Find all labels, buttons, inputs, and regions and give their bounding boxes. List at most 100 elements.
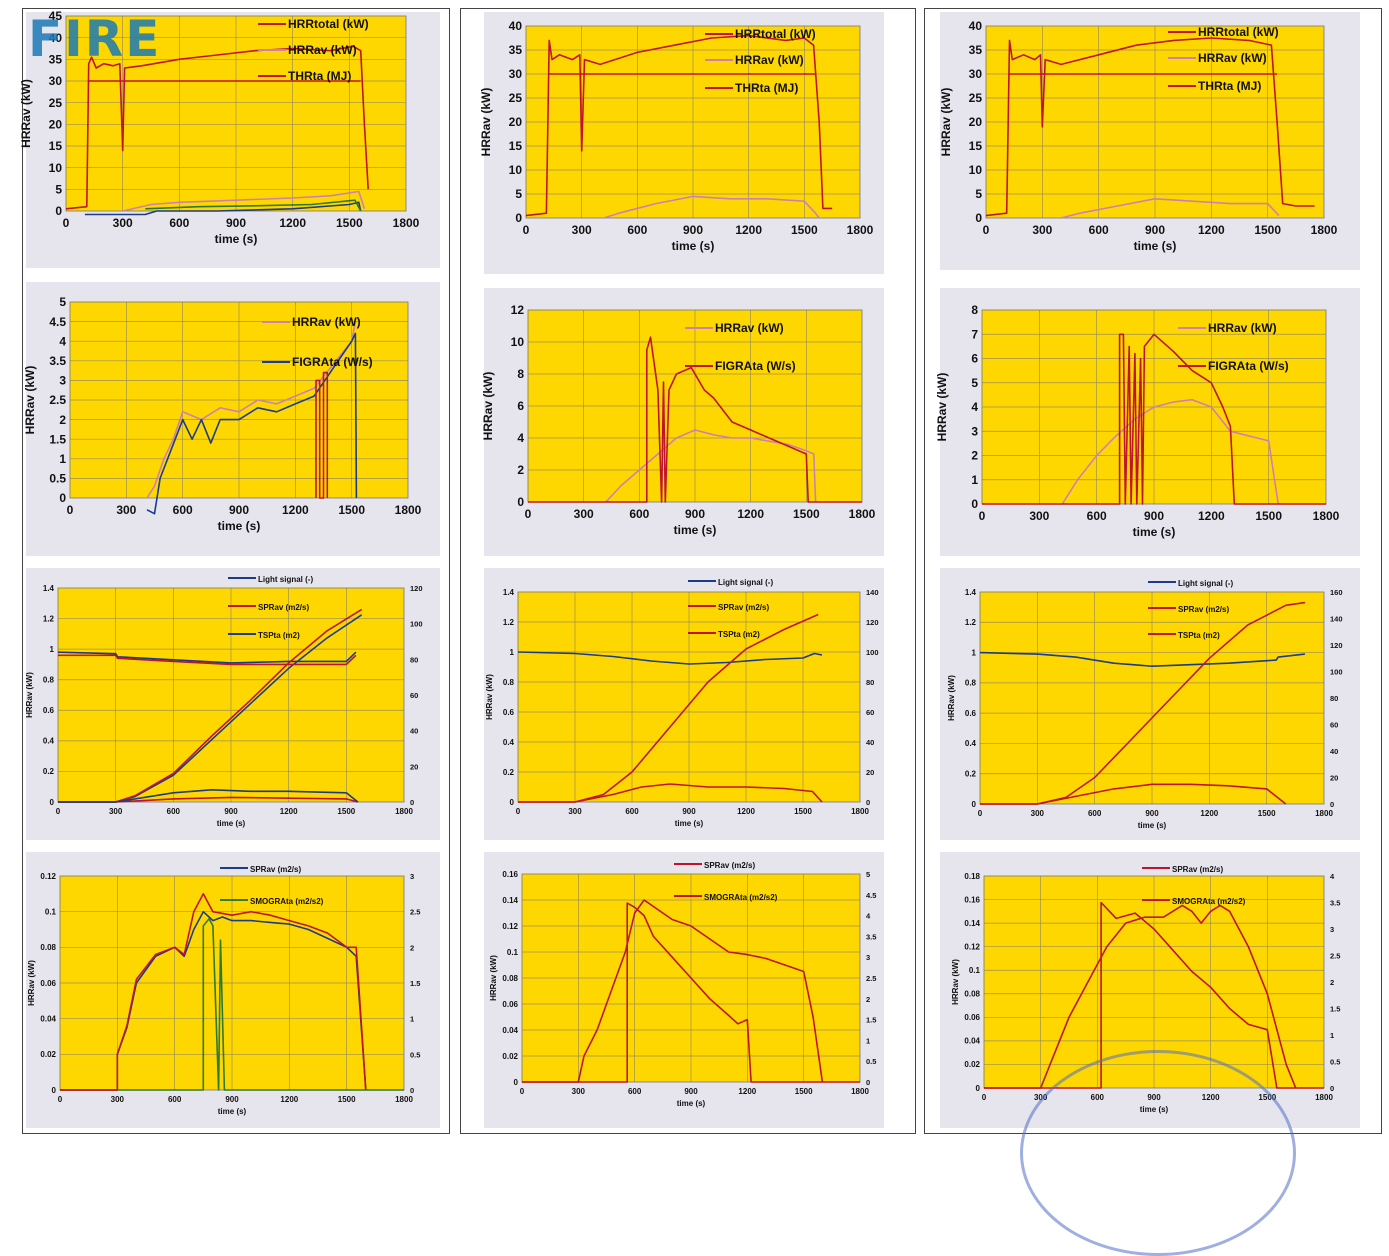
x-tick-label: 1200 xyxy=(735,223,762,237)
y2-tick-label: 0 xyxy=(410,798,414,807)
y-tick-label: 0.06 xyxy=(40,979,56,988)
x-tick-label: 1200 xyxy=(280,1095,298,1104)
x-tick-label: 1800 xyxy=(851,807,869,816)
y-tick-label: 10 xyxy=(969,163,983,177)
y2-tick-label: 80 xyxy=(866,678,874,687)
y-tick-label: 7 xyxy=(971,327,978,341)
series-line xyxy=(518,783,823,803)
y-tick-label: 8 xyxy=(971,303,978,317)
y-tick-label: 0.04 xyxy=(502,1026,518,1035)
x-tick-label: 1800 xyxy=(1315,1093,1333,1102)
x-tick-label: 1500 xyxy=(793,507,820,521)
x-tick-label: 300 xyxy=(113,216,133,230)
series-line xyxy=(985,37,1315,217)
series-line xyxy=(522,902,860,1083)
y2-tick-label: 0 xyxy=(1330,800,1334,809)
y-tick-label: 0.04 xyxy=(964,1037,980,1046)
chart-r1c1: 0 300 600 900 1200 1500 1800 0 5 10 15 20 25 30 35 40 45… xyxy=(19,9,420,246)
y-tick-label: 0.06 xyxy=(502,1000,518,1009)
y2-tick-label: 140 xyxy=(866,588,879,597)
series-line xyxy=(58,788,359,803)
series-line xyxy=(1061,398,1279,505)
x-tick-label: 1200 xyxy=(1198,509,1225,523)
y-tick-label: 40 xyxy=(969,19,983,33)
x-tick-label: 600 xyxy=(168,1095,182,1104)
y-tick-label: 10 xyxy=(511,335,525,349)
y2-tick-label: 3.5 xyxy=(866,932,876,941)
x-tick-label: 600 xyxy=(173,503,193,517)
legend-label: HRRav (kW) xyxy=(292,315,361,329)
y-tick-label: 1 xyxy=(59,452,66,466)
x-tick-label: 1200 xyxy=(279,216,306,230)
x-tick-label: 0 xyxy=(979,509,986,523)
legend-label: SPRav (m2/s) xyxy=(1172,865,1223,874)
y-tick-label: 0 xyxy=(59,491,66,505)
x-tick-label: 900 xyxy=(224,807,238,816)
y-axis-label: HRRav (kW) xyxy=(479,88,493,157)
x-tick-label: 1800 xyxy=(393,216,420,230)
x-axis-label: time (s) xyxy=(1138,821,1167,830)
y2-tick-label: 2.5 xyxy=(1330,952,1340,961)
x-tick-label: 900 xyxy=(685,507,705,521)
x-tick-label: 300 xyxy=(568,807,582,816)
x-tick-label: 300 xyxy=(572,1087,586,1096)
y-tick-label: 0.18 xyxy=(964,872,980,881)
chart-r1c2: 0 300 600 900 1200 1500 1800 0 5 10 15 20 25 30 35 40 ti… xyxy=(479,19,874,253)
x-tick-label: 0 xyxy=(63,216,70,230)
y-tick-label: 1.4 xyxy=(965,588,977,597)
x-tick-label: 0 xyxy=(520,1087,525,1096)
x-tick-label: 300 xyxy=(109,807,123,816)
x-tick-label: 1800 xyxy=(1315,809,1333,818)
chart-r1c3: 0 300 600 900 1200 1500 1800 0 5 10 15 20 25 30 35 40 ti… xyxy=(939,19,1338,253)
y-tick-label: 35 xyxy=(509,43,523,57)
y-tick-label: 25 xyxy=(509,91,523,105)
y-tick-label: 1 xyxy=(972,648,977,657)
y-tick-label: 0 xyxy=(50,798,55,807)
y-tick-label: 0.14 xyxy=(964,919,980,928)
x-tick-label: 300 xyxy=(574,507,594,521)
y-tick-label: 15 xyxy=(969,139,983,153)
y-tick-label: 0.1 xyxy=(969,966,981,975)
x-axis-label: time (s) xyxy=(1134,239,1177,253)
y-tick-label: 0.1 xyxy=(45,907,57,916)
y2-tick-label: 2.5 xyxy=(866,974,876,983)
x-tick-label: 1800 xyxy=(395,807,413,816)
y-tick-label: 0.12 xyxy=(502,922,518,931)
y2-tick-label: 3.5 xyxy=(1330,899,1340,908)
y-tick-label: 0 xyxy=(55,204,62,218)
x-tick-label: 600 xyxy=(169,216,189,230)
y-tick-label: 0.2 xyxy=(965,770,977,779)
y-tick-label: 20 xyxy=(969,115,983,129)
series-line xyxy=(1060,198,1280,219)
y-tick-label: 30 xyxy=(509,67,523,81)
y2-tick-label: 1.5 xyxy=(1330,1005,1340,1014)
y2-tick-label: 2 xyxy=(866,995,870,1004)
y-axis-label: HRRav (kW) xyxy=(951,959,960,1005)
x-tick-label: 1200 xyxy=(737,507,764,521)
series-line xyxy=(605,429,817,503)
x-tick-label: 900 xyxy=(683,223,703,237)
x-tick-label: 900 xyxy=(684,1087,698,1096)
y2-tick-label: 0.5 xyxy=(410,1050,420,1059)
x-tick-label: 1200 xyxy=(282,503,309,517)
legend-label: HRRtotal (kW) xyxy=(288,17,369,31)
y-tick-label: 45 xyxy=(49,9,63,23)
legend-label: Light signal (-) xyxy=(258,575,313,584)
y2-tick-label: 1.5 xyxy=(410,979,420,988)
x-tick-label: 900 xyxy=(1145,809,1159,818)
y2-tick-label: 1 xyxy=(1330,1031,1334,1040)
y-tick-label: 2 xyxy=(971,449,978,463)
y-tick-label: 5 xyxy=(515,187,522,201)
legend-label: FIGRAta (W/s) xyxy=(292,355,373,369)
series-line xyxy=(146,332,358,515)
y-tick-label: 0.5 xyxy=(49,472,66,486)
series-line xyxy=(57,651,357,664)
legend-label: Light signal (-) xyxy=(718,578,773,587)
x-tick-label: 0 xyxy=(982,1093,987,1102)
y2-tick-label: 0 xyxy=(866,798,870,807)
x-tick-label: 1800 xyxy=(847,223,874,237)
y-tick-label: 4 xyxy=(517,431,524,445)
y-tick-label: 30 xyxy=(969,67,983,81)
y2-tick-label: 60 xyxy=(866,708,874,717)
x-tick-label: 1200 xyxy=(280,807,298,816)
